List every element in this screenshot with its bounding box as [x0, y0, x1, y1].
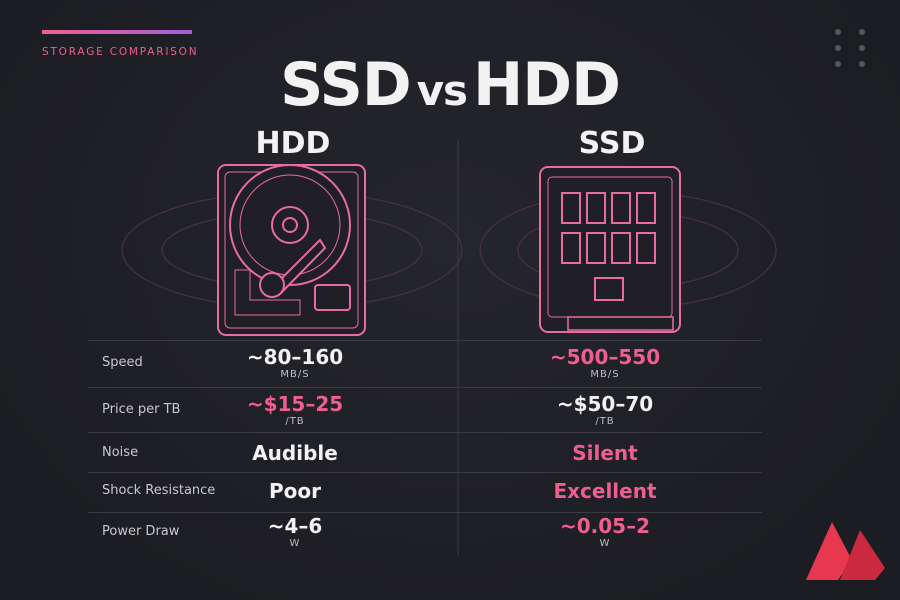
title-right: HDD	[473, 50, 621, 120]
cell: ~4–6 W	[185, 514, 405, 549]
cell-unit: W	[599, 538, 611, 549]
cell-value: Silent	[572, 441, 638, 465]
ssd-icon	[539, 166, 681, 333]
cell: ~500–550 MB/S	[495, 345, 715, 380]
cell-value: ~0.05–2	[559, 514, 651, 538]
title-left: SSD	[280, 50, 412, 120]
cell: Silent	[495, 441, 715, 465]
column-header: HDD	[255, 126, 331, 161]
cell-value: ~$15–25	[246, 392, 344, 416]
cell: Audible	[185, 441, 405, 465]
cell: ~$15–25/TB	[185, 392, 405, 427]
row-separator	[88, 472, 762, 473]
title-middle: vs	[416, 66, 468, 115]
eyebrow: STORAGE COMPARISON	[42, 46, 199, 58]
cell: ~$50–70/TB	[495, 392, 715, 427]
row-label: Shock Resistance	[102, 483, 216, 498]
cell-unit: /TB	[285, 416, 305, 427]
logo	[806, 522, 885, 580]
title: SSD vs HDD	[0, 50, 900, 120]
row-label: Noise	[102, 445, 139, 460]
column-header: SSD	[578, 126, 646, 161]
cell-value: ~4–6	[267, 514, 323, 538]
cell-value: ~80–160	[246, 345, 344, 369]
cell: Excellent	[495, 479, 715, 503]
row-separator	[88, 431, 762, 433]
accent-bar	[42, 30, 192, 34]
cell-unit: MB/S	[280, 369, 310, 380]
row-separator	[88, 340, 762, 341]
row-label: Power Draw	[102, 524, 180, 539]
row-separator	[88, 386, 762, 388]
cell-value: Audible	[252, 441, 338, 465]
hdd-icon	[217, 164, 366, 336]
cell-value: Poor	[268, 479, 321, 503]
cell-unit: /TB	[595, 416, 615, 427]
cell: ~80–160 MB/S	[185, 345, 405, 380]
row-label: Speed	[102, 355, 143, 370]
cell-value: ~$50–70	[556, 392, 654, 416]
cell: Poor	[185, 479, 405, 503]
cell-unit: MB/S	[590, 369, 620, 380]
cell-value: ~500–550	[549, 345, 661, 369]
cell-unit: W	[289, 538, 301, 549]
menu-dots	[835, 29, 865, 67]
cell: ~0.05–2 W	[495, 514, 715, 549]
cell-value: Excellent	[553, 479, 657, 503]
row-separator	[88, 511, 762, 513]
row-label: Price per TB	[102, 402, 181, 417]
